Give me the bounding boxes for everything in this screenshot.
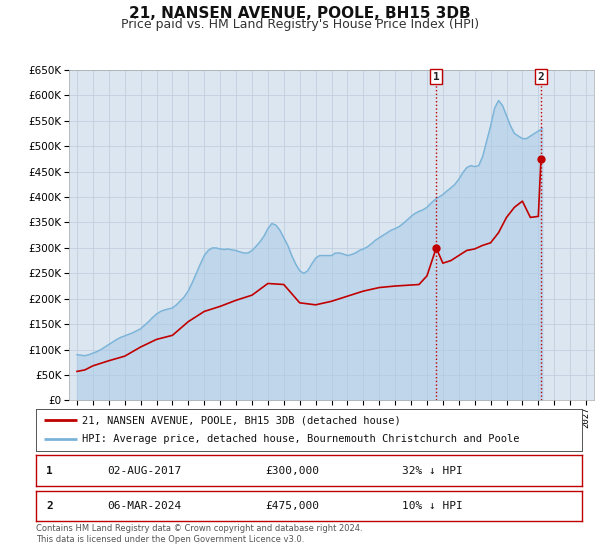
Text: 2: 2 [538,72,544,82]
Text: 32% ↓ HPI: 32% ↓ HPI [402,466,463,475]
Text: 21, NANSEN AVENUE, POOLE, BH15 3DB (detached house): 21, NANSEN AVENUE, POOLE, BH15 3DB (deta… [82,415,401,425]
Text: Contains HM Land Registry data © Crown copyright and database right 2024.
This d: Contains HM Land Registry data © Crown c… [36,524,362,544]
Text: 10% ↓ HPI: 10% ↓ HPI [402,501,463,511]
Text: 06-MAR-2024: 06-MAR-2024 [107,501,181,511]
Text: £300,000: £300,000 [265,466,319,475]
Text: £475,000: £475,000 [265,501,319,511]
Text: 21, NANSEN AVENUE, POOLE, BH15 3DB: 21, NANSEN AVENUE, POOLE, BH15 3DB [129,6,471,21]
Text: 1: 1 [433,72,440,82]
Text: Price paid vs. HM Land Registry's House Price Index (HPI): Price paid vs. HM Land Registry's House … [121,18,479,31]
Text: HPI: Average price, detached house, Bournemouth Christchurch and Poole: HPI: Average price, detached house, Bour… [82,435,520,445]
Text: 1: 1 [46,466,53,475]
Text: 02-AUG-2017: 02-AUG-2017 [107,466,181,475]
Text: 2: 2 [46,501,53,511]
